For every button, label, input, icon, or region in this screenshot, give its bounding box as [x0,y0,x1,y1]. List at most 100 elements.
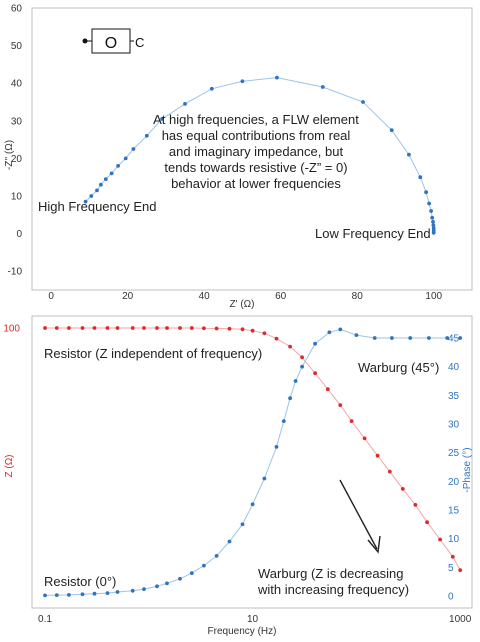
z-data-point [80,326,85,330]
nyquist-y-tick-label: 20 [11,154,23,165]
bode-right-tick-label: 45 [448,334,460,345]
nyquist-x-axis-label: Z' (Ω) [230,299,255,310]
nyquist-data-point [99,182,103,187]
z-data-point [375,453,380,458]
nyquist-data-point [418,175,423,180]
phase-series-points [43,327,463,598]
z-data-point [43,326,47,330]
z-data-point [155,326,159,330]
nyquist-y-tick-label: -10 [8,267,23,278]
phase-data-point [142,587,146,591]
nyquist-y-tick-label: 60 [11,4,23,15]
bode-right-tick-label: 25 [448,448,460,459]
z-series-points [43,326,463,572]
z-data-point [262,331,267,336]
nyquist-data-point [424,190,428,195]
nyquist-data-point [95,188,99,193]
nyquist-y-axis-label: -Z'' (Ω) [4,140,15,170]
low-frequency-end-label: Low Frequency End [315,226,431,241]
nyquist-data-point [240,79,245,84]
nyquist-y-tick-label: 10 [11,192,23,203]
phase-data-point [189,571,194,575]
warburg-phase-label: Warburg (45°) [358,360,439,375]
nyquist-y-tick-label: 30 [11,116,23,127]
bode-right-tick-label: 10 [448,534,460,545]
phase-data-point [105,591,110,595]
z-data-point [458,568,463,572]
arrow-shaft [339,479,378,550]
annotation-line-5: behavior at lower frequencies [171,176,341,191]
phase-data-point [354,333,359,337]
annotation-line-2: has equal contributions from real [162,128,351,143]
z-data-point [413,503,418,507]
bode-right-tick-label: 20 [448,477,460,488]
nyquist-data-point [275,75,279,80]
nyquist-data-point [427,201,431,206]
z-data-point [105,326,110,330]
nyquist-y-tick-label: 0 [16,229,22,240]
nyquist-annotation: At high frequencies, a FLW element has e… [153,112,359,191]
resistor-phase-label: Resistor (0°) [44,574,116,589]
warburg-z-label-line-2: with increasing frequency) [257,582,409,597]
phase-data-point [300,364,304,369]
nyquist-data-point [160,117,165,121]
nyquist-plot-frame [31,7,473,291]
nyquist-data-point [103,177,108,182]
bode-right-tick-label: 30 [448,420,460,431]
z-data-point [250,328,255,333]
bode-x-tick-label: 10 [247,614,259,625]
z-data-point [115,326,120,330]
bode-right-tick-label: 5 [448,563,454,574]
z-data-point [165,326,169,330]
nyquist-x-tick-label: 80 [352,291,364,302]
z-data-point [325,387,330,392]
z-data-point [274,336,279,341]
nyquist-data-point [429,209,433,213]
phase-data-point [250,502,255,507]
z-data-point [425,520,429,525]
phase-data-point [80,592,85,597]
nyquist-data-point [123,156,128,161]
z-data-point [338,403,343,407]
bode-right-tick-label: 40 [448,362,460,373]
bode-left-tick-label: 100 [3,324,20,335]
z-data-point [189,326,194,330]
phase-data-point [165,581,169,586]
bode-right-tick-label: 0 [448,592,454,603]
phase-series-line [44,328,461,596]
nyquist-data-point [89,194,94,198]
phase-data-point [445,336,450,340]
annotation-line-1: At high frequencies, a FLW element [153,112,359,127]
phase-data-point [155,584,159,589]
high-frequency-end-label: High Frequency End [38,199,157,214]
phase-data-point [427,336,431,340]
phase-data-point [281,419,286,423]
phase-data-point [327,330,332,335]
phase-data-point [338,327,343,332]
nyquist-data-point [83,199,88,204]
z-data-point [54,326,59,330]
z-data-point [362,436,367,441]
nyquist-x-tick-label: 100 [425,291,442,302]
phase-data-point [202,563,206,568]
nyquist-data-point [109,171,114,176]
circuit-terminal-label: C [135,35,144,50]
bode-x-ticks: 0.1 10 1000 [38,614,472,625]
phase-data-point [293,379,298,383]
z-data-point [227,326,232,331]
bode-right-tick-label: 15 [448,506,460,517]
circuit-element-label: O [105,35,117,52]
z-data-point [214,326,219,331]
nyquist-data-point [144,133,149,138]
phase-data-point [54,593,59,597]
z-data-point [240,327,245,332]
nyquist-data-point [320,85,325,89]
decreasing-arrow-icon [339,479,381,554]
phase-data-point [240,522,245,527]
arrow-head [367,535,381,554]
nyquist-data-point [209,86,214,91]
phase-data-point [262,476,267,481]
circuit-element-icon: O C [82,28,144,54]
bode-left-ticks: 100 [3,324,20,335]
z-data-point [130,326,135,330]
